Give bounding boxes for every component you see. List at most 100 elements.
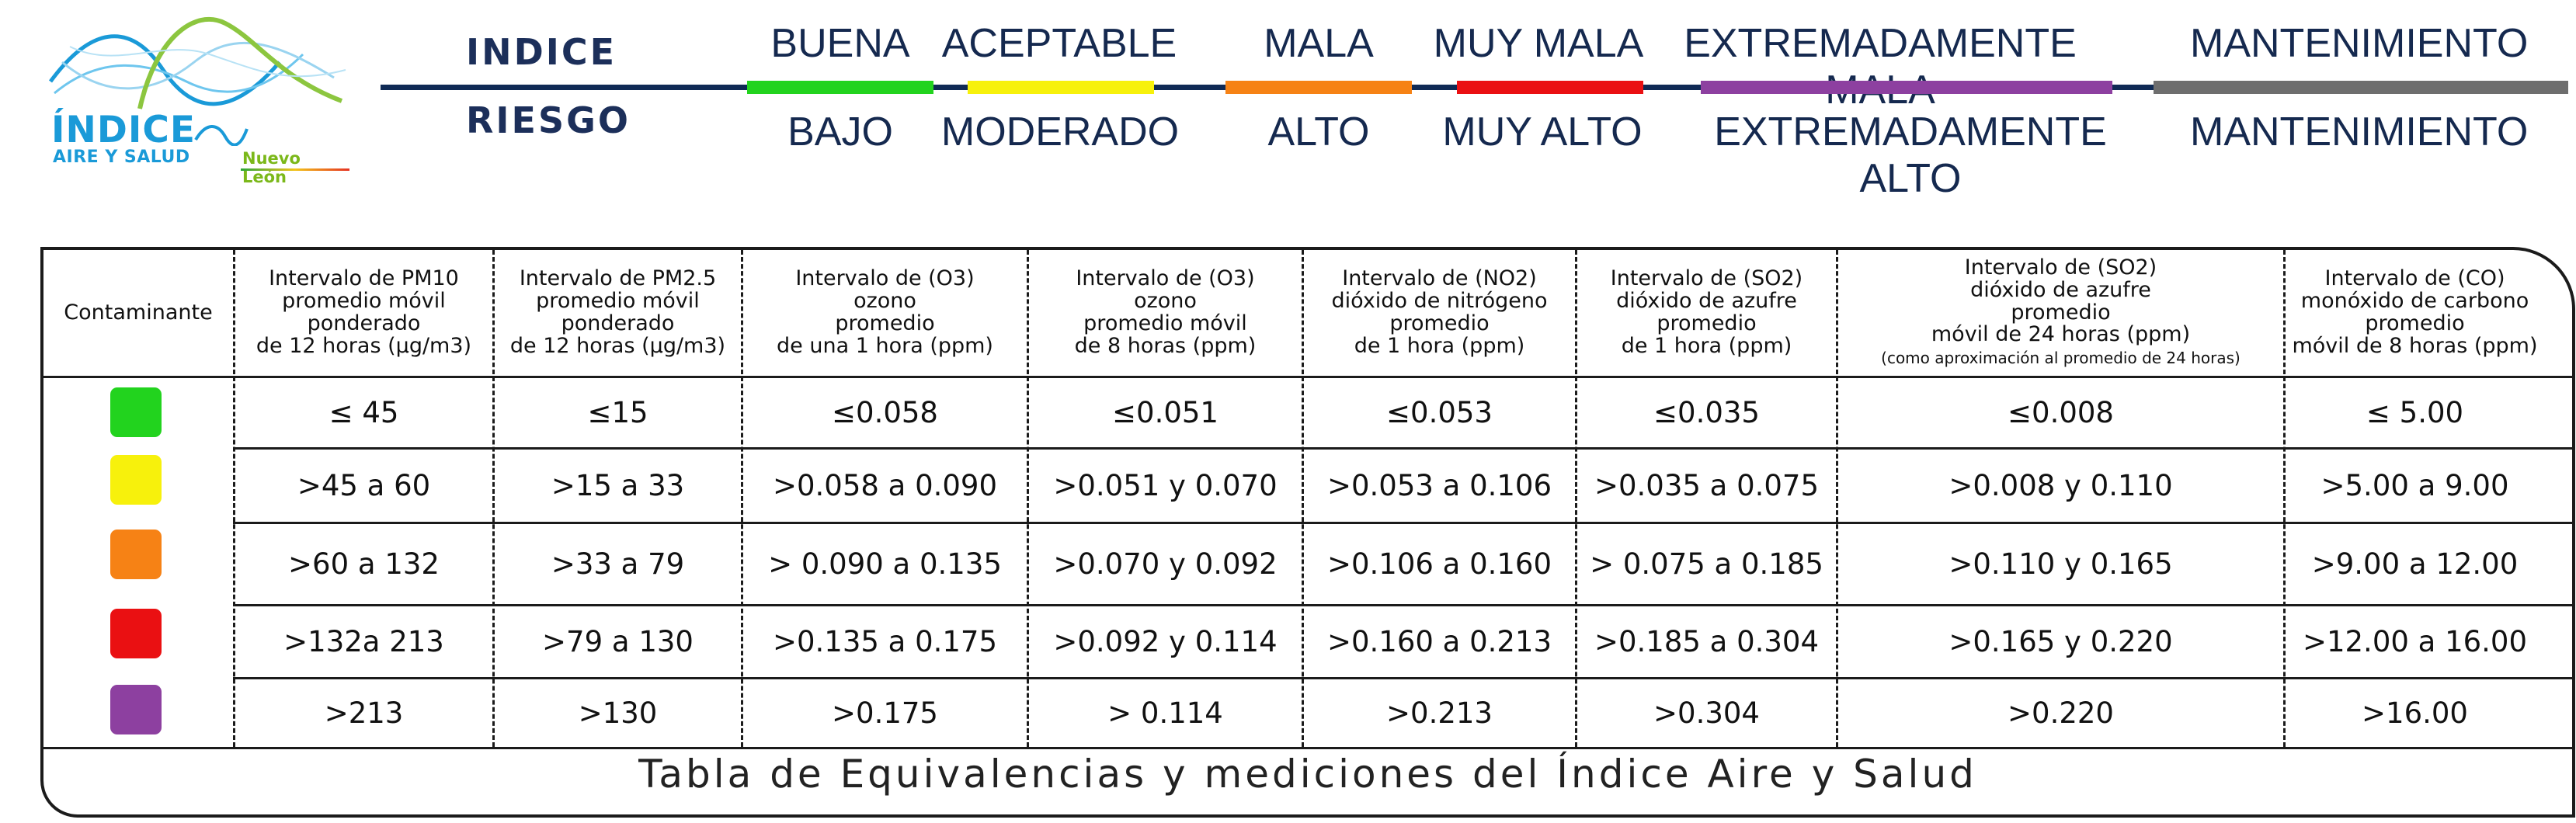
table-cell: >0.135 a 0.175 xyxy=(772,625,998,658)
legend-indice-extremadamente-mala: EXTREMADAMENTE MALA xyxy=(1684,21,2077,113)
table-cell: ≤0.035 xyxy=(1653,396,1760,429)
table-cell: >0.070 y 0.092 xyxy=(1053,547,1278,581)
legend-indice-aceptable: ACEPTABLE xyxy=(941,21,1177,66)
header-line: Intervalo de PM10 xyxy=(269,266,459,291)
table-cell: >0.165 y 0.220 xyxy=(1949,625,2173,658)
column-divider xyxy=(1027,250,1029,747)
header-so2-1h: Intervalo de (SO2) dióxido de azufre prome… xyxy=(1577,250,1836,376)
table-cell: >0.213 xyxy=(1386,696,1493,730)
legend-riesgo-extremadamente-alto: EXTREMADAMENTE ALTO xyxy=(1714,109,2107,201)
header-co: Intervalo de (CO) monóxido de carbono prom… xyxy=(2286,250,2544,376)
header-line: Intervalo de (SO2) xyxy=(1610,266,1803,291)
swatch-aceptable xyxy=(110,455,162,505)
header-line: promedio xyxy=(835,311,935,335)
logo-title: ÍNDICE xyxy=(51,109,196,151)
header-line: Intervalo de (O3) xyxy=(1076,266,1255,291)
table-cell: >0.160 a 0.213 xyxy=(1326,625,1552,658)
table-cell: >9.00 a 12.00 xyxy=(2311,547,2519,581)
row-divider xyxy=(233,604,2575,606)
legend-bar-mala xyxy=(1225,81,1412,94)
header-o3-8h: Intervalo de (O3) ozono promedio móvil de 8… xyxy=(1029,250,1302,376)
header-line: de 12 horas (µg/m3) xyxy=(509,333,726,358)
header-line: promedio xyxy=(2365,311,2465,335)
legend-indice-muy-mala: MUY MALA xyxy=(1433,21,1644,66)
header-line: móvil de 24 horas (ppm) xyxy=(1931,322,2191,347)
header-line: Intervalo de PM2.5 xyxy=(519,266,717,291)
header-line: ponderado xyxy=(307,311,421,335)
column-divider xyxy=(233,250,235,747)
column-divider xyxy=(492,250,495,747)
legend-indice-buena: BUENA xyxy=(770,21,910,66)
table-cell: > 0.114 xyxy=(1107,696,1223,730)
column-divider xyxy=(1836,250,1838,747)
legend-riesgo-bajo: BAJO xyxy=(787,109,893,155)
table-cell: >5.00 a 9.00 xyxy=(2320,469,2509,502)
logo-tilde-icon xyxy=(194,125,249,146)
table-cell: >0.053 a 0.106 xyxy=(1326,469,1552,502)
header-line: monóxido de carbono xyxy=(2300,289,2529,314)
header-line: dióxido de azufre xyxy=(1616,289,1797,314)
table-cell: >15 a 33 xyxy=(551,469,685,502)
header-no2: Intervalo de (NO2) dióxido de nitrógeno pr… xyxy=(1304,250,1575,376)
swatch-mala xyxy=(110,530,162,579)
legend-bar-mantenimiento xyxy=(2154,81,2568,94)
row-divider xyxy=(233,677,2575,679)
header-line: Intervalo de (NO2) xyxy=(1342,266,1537,291)
table-cell: ≤0.058 xyxy=(832,396,938,429)
table-cell: >0.058 a 0.090 xyxy=(772,469,998,502)
legend-riesgo-label: RIESGO xyxy=(466,99,631,141)
header-line: de 1 hora (ppm) xyxy=(1354,333,1525,358)
table-caption: Tabla de Equivalencias y mediciones del … xyxy=(638,752,1977,797)
legend-bar-muy-mala xyxy=(1457,81,1643,94)
legend-riesgo-alto: ALTO xyxy=(1267,109,1370,155)
table-cell: >0.008 y 0.110 xyxy=(1949,469,2173,502)
table-cell: >60 a 132 xyxy=(288,547,440,581)
table-cell: >12.00 a 16.00 xyxy=(2302,625,2528,658)
table-cell: >132a 213 xyxy=(283,625,444,658)
header-line: promedio xyxy=(2011,300,2111,325)
header-divider xyxy=(40,376,2575,378)
row-divider xyxy=(233,522,2575,524)
table-cell: >0.220 xyxy=(2008,696,2114,730)
table-cell: >0.035 a 0.075 xyxy=(1594,469,1820,502)
header-line: promedio móvil xyxy=(282,289,446,314)
table-cell: >0.106 a 0.160 xyxy=(1326,547,1552,581)
legend-riesgo-muy-alto: MUY ALTO xyxy=(1442,109,1643,155)
legend-riesgo-moderado: MODERADO xyxy=(940,109,1180,155)
table-cell: >213 xyxy=(324,696,404,730)
header-so2-24h: Intervalo de (SO2) dióxido de azufre prome… xyxy=(1838,250,2283,376)
header-o3-1h: Intervalo de (O3) ozono promedio de una 1 h… xyxy=(743,250,1027,376)
header-line: promedio móvil xyxy=(536,289,700,314)
legend-indice-mala: MALA xyxy=(1264,21,1374,66)
legend-riesgo-mantenimiento: MANTENIMIENTO xyxy=(2190,109,2529,155)
header-line: dióxido de azufre xyxy=(1970,277,2151,302)
legend-bar-aceptable xyxy=(968,81,1154,94)
table-cell: >0.185 a 0.304 xyxy=(1594,625,1820,658)
table-cell: >45 a 60 xyxy=(297,469,431,502)
header-line: dióxido de nitrógeno xyxy=(1331,289,1548,314)
table-cell: ≤ 5.00 xyxy=(2366,396,2464,429)
legend-indice-mantenimiento: MANTENIMIENTO xyxy=(2190,21,2529,66)
column-divider xyxy=(741,250,743,747)
header-contaminante: Contaminante xyxy=(43,250,233,376)
header-line: de una 1 hora (ppm) xyxy=(777,333,993,358)
table-cell: ≤15 xyxy=(587,396,648,429)
header-line: móvil de 8 horas (ppm) xyxy=(2292,333,2538,358)
header-line: ozono xyxy=(1134,289,1197,314)
header-line: de 12 horas (µg/m3) xyxy=(256,333,472,358)
header-pm10: Intervalo de PM10 promedio móvil ponderado… xyxy=(235,250,492,376)
column-divider xyxy=(2283,250,2286,747)
equivalencias-table xyxy=(40,247,2575,818)
swatch-muy-mala xyxy=(110,609,162,658)
header-line: ponderado xyxy=(561,311,675,335)
table-cell: ≤0.051 xyxy=(1112,396,1218,429)
table-cell: >33 a 79 xyxy=(551,547,685,581)
header-line: Intervalo de (CO) xyxy=(2324,266,2505,291)
table-cell: >0.110 y 0.165 xyxy=(1949,547,2173,581)
table-cell: >130 xyxy=(578,696,658,730)
logo-waves-icon xyxy=(48,17,346,109)
table-cell: >16.00 xyxy=(2362,696,2468,730)
table-cell: >0.304 xyxy=(1653,696,1760,730)
column-divider xyxy=(1302,250,1304,747)
table-cell: ≤0.053 xyxy=(1386,396,1493,429)
